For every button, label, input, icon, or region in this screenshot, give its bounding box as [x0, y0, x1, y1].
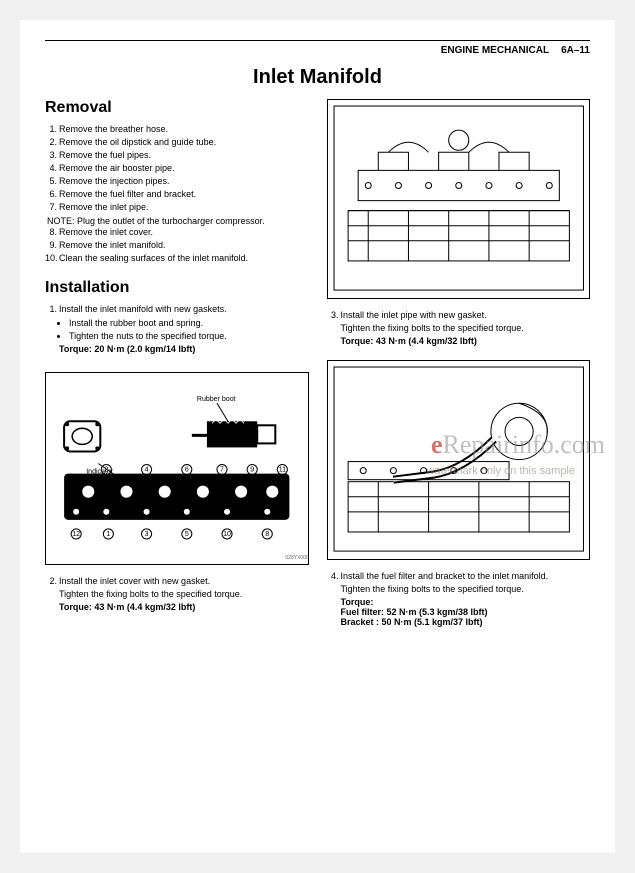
left-column: Removal 1.Remove the breather hose. 2.Re…: [45, 99, 309, 627]
page-title: Inlet Manifold: [45, 66, 590, 89]
install-step-1-bullets: Install the rubber boot and spring. Tigh…: [69, 317, 309, 343]
bullet-item: Tighten the nuts to the specified torque…: [69, 330, 309, 343]
svg-text:6: 6: [185, 466, 189, 473]
figure-turbo-inlet: [327, 360, 591, 560]
step-text: Install the inlet cover with new gasket.: [59, 576, 210, 586]
torque-spec: Torque: 43 N·m (4.4 kgm/32 lbft): [341, 336, 591, 346]
step-text: Remove the injection pipes.: [59, 176, 170, 186]
svg-text:5: 5: [185, 531, 189, 538]
engine-top-diagram: [328, 100, 590, 296]
manual-page: ENGINE MECHANICAL 6A–11 Inlet Manifold R…: [20, 20, 615, 853]
torque-spec: Fuel filter: 52 N·m (5.3 kgm/38 lbft): [341, 607, 591, 617]
torque-spec: Torque: 43 N·m (4.4 kgm/32 lbft): [59, 602, 309, 612]
svg-text:9: 9: [250, 466, 254, 473]
header-section: ENGINE MECHANICAL: [441, 45, 549, 56]
step-text: Remove the inlet manifold.: [59, 240, 166, 250]
step-sub: Tighten the fixing bolts to the specifie…: [341, 322, 591, 335]
step-text: Install the inlet manifold with new gask…: [59, 304, 227, 314]
list-item: 1.Install the inlet manifold with new ga…: [45, 303, 309, 316]
step-text: Remove the fuel pipes.: [59, 150, 151, 160]
bullet-item: Install the rubber boot and spring.: [69, 317, 309, 330]
step-text: Remove the inlet cover.: [59, 227, 153, 237]
manifold-diagram: Indicator Rubber boot: [46, 373, 308, 564]
install-step-4: 4.Install the fuel filter and bracket to…: [327, 570, 591, 583]
turbo-diagram: [328, 361, 590, 557]
svg-text:1: 1: [106, 531, 110, 538]
right-column: 3.Install the inlet pipe with new gasket…: [327, 99, 591, 627]
step-text: Remove the fuel filter and bracket.: [59, 189, 196, 199]
torque-label: Torque:: [341, 597, 591, 607]
svg-text:11: 11: [279, 466, 286, 473]
list-item: 5.Remove the injection pipes.: [45, 175, 309, 188]
list-item: 10.Clean the sealing surfaces of the inl…: [45, 252, 309, 265]
svg-text:3: 3: [145, 531, 149, 538]
svg-text:7: 7: [220, 466, 224, 473]
torque-spec: Torque: 20 N·m (2.0 kgm/14 lbft): [59, 344, 309, 354]
install-step-1: 1.Install the inlet manifold with new ga…: [45, 303, 309, 316]
list-item: 8.Remove the inlet cover.: [45, 226, 309, 239]
install-step-3: 3.Install the inlet pipe with new gasket…: [327, 309, 591, 322]
list-item: 4.Install the fuel filter and bracket to…: [327, 570, 591, 583]
removal-note: NOTE: Plug the outlet of the turbocharge…: [45, 216, 309, 226]
removal-steps: 1.Remove the breather hose. 2.Remove the…: [45, 123, 309, 214]
list-item: 2.Install the inlet cover with new gaske…: [45, 575, 309, 588]
step-text: Remove the air booster pipe.: [59, 163, 175, 173]
figure-engine-top: [327, 99, 591, 299]
step-text: Install the inlet pipe with new gasket.: [341, 310, 487, 320]
svg-text:028YX0008: 028YX0008: [285, 555, 307, 561]
removal-heading: Removal: [45, 99, 309, 117]
header-rule: [45, 40, 590, 41]
list-item: 7.Remove the inlet pipe.: [45, 201, 309, 214]
step-sub: Tighten the fixing bolts to the specifie…: [59, 588, 309, 601]
installation-heading: Installation: [45, 279, 309, 297]
torque-spec: Bracket : 50 N·m (5.1 kgm/37 lbft): [341, 617, 591, 627]
list-item: 6.Remove the fuel filter and bracket.: [45, 188, 309, 201]
removal-steps-2: 8.Remove the inlet cover. 9.Remove the i…: [45, 226, 309, 265]
list-item: 9.Remove the inlet manifold.: [45, 239, 309, 252]
svg-text:8: 8: [265, 531, 269, 538]
step-text: Remove the inlet pipe.: [59, 202, 149, 212]
install-step-2: 2.Install the inlet cover with new gaske…: [45, 575, 309, 588]
header-page: 6A–11: [561, 45, 590, 56]
svg-text:10: 10: [223, 531, 231, 538]
step-sub: Tighten the fixing bolts to the specifie…: [341, 583, 591, 596]
list-item: 3.Remove the fuel pipes.: [45, 149, 309, 162]
content-columns: Removal 1.Remove the breather hose. 2.Re…: [45, 99, 590, 627]
list-item: 1.Remove the breather hose.: [45, 123, 309, 136]
svg-text:12: 12: [72, 531, 80, 538]
figure-manifold-boot: Indicator Rubber boot: [45, 372, 309, 565]
step-text: Remove the oil dipstick and guide tube.: [59, 137, 216, 147]
step-text: Remove the breather hose.: [59, 124, 168, 134]
page-header: ENGINE MECHANICAL 6A–11: [45, 45, 590, 56]
step-text: Install the fuel filter and bracket to t…: [341, 571, 549, 581]
list-item: 4.Remove the air booster pipe.: [45, 162, 309, 175]
svg-text:2: 2: [104, 466, 108, 473]
label-rubber-boot: Rubber boot: [197, 396, 236, 403]
list-item: 3.Install the inlet pipe with new gasket…: [327, 309, 591, 322]
svg-text:4: 4: [145, 466, 149, 473]
list-item: 2.Remove the oil dipstick and guide tube…: [45, 136, 309, 149]
step-text: Clean the sealing surfaces of the inlet …: [59, 253, 248, 263]
